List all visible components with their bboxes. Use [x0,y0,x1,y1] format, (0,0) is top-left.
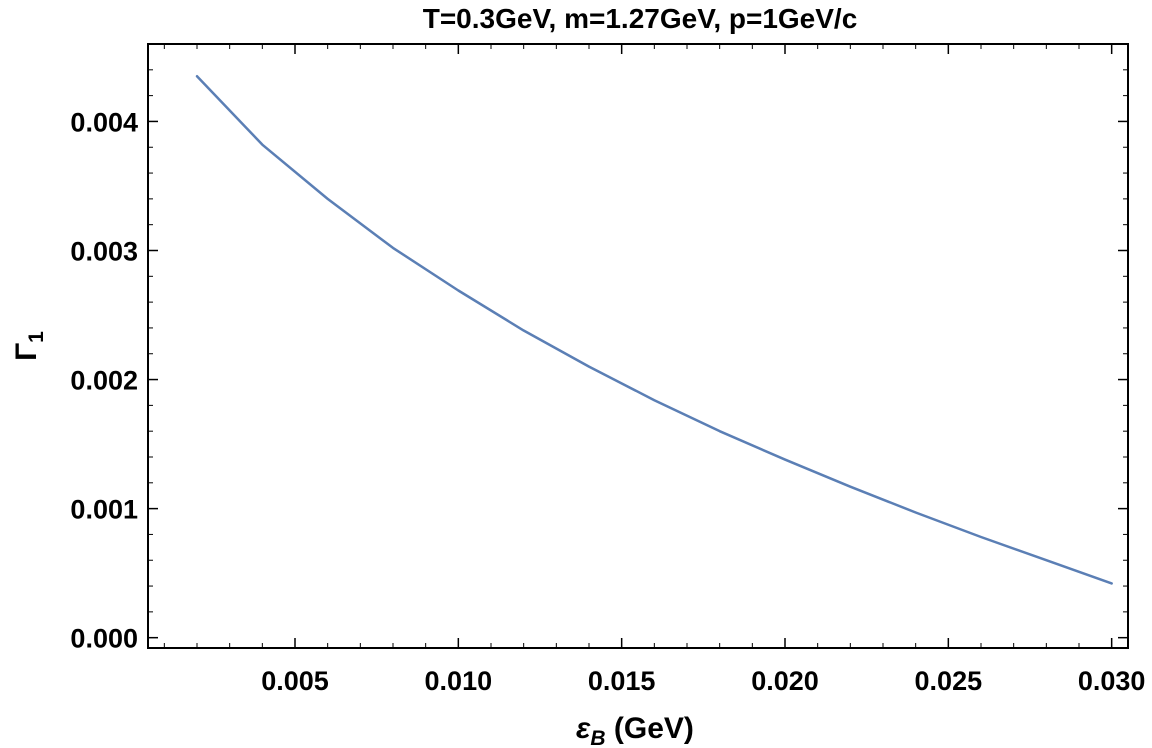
plot-area [147,43,1129,649]
x-tick-label: 0.025 [915,666,983,696]
x-axis-label-unit: (GeV) [606,712,694,745]
x-axis-label-symbol: ε [576,712,591,745]
x-axis-tick-labels: 0.005 0.010 0.015 0.020 0.025 0.030 [261,666,1145,696]
chart-title: T=0.3GeV, m=1.27GeV, p=1GeV/c [423,3,858,34]
x-tick-label: 0.030 [1078,666,1146,696]
series-line [195,75,1113,585]
axis-ticks [148,43,1128,648]
x-axis-label: εB (GeV) [576,712,694,748]
x-tick-label: 0.015 [588,666,656,696]
y-axis-tick-labels: 0.000 0.001 0.002 0.003 0.004 [70,107,138,653]
y-tick-label: 0.003 [70,236,138,266]
y-tick-label: 0.002 [70,366,138,396]
x-axis-label-subscript: B [590,727,605,748]
y-tick-label: 0.001 [70,495,138,525]
y-tick-label: 0.000 [70,624,138,654]
y-tick-label: 0.004 [70,107,138,137]
y-axis-label-subscript: 1 [25,331,48,343]
x-tick-label: 0.010 [425,666,493,696]
y-axis-label: Γ1 [10,331,48,361]
x-tick-label: 0.020 [751,666,819,696]
plot-frame [147,43,1129,649]
y-axis-label-symbol: Γ [10,343,43,361]
x-tick-label: 0.005 [261,666,329,696]
